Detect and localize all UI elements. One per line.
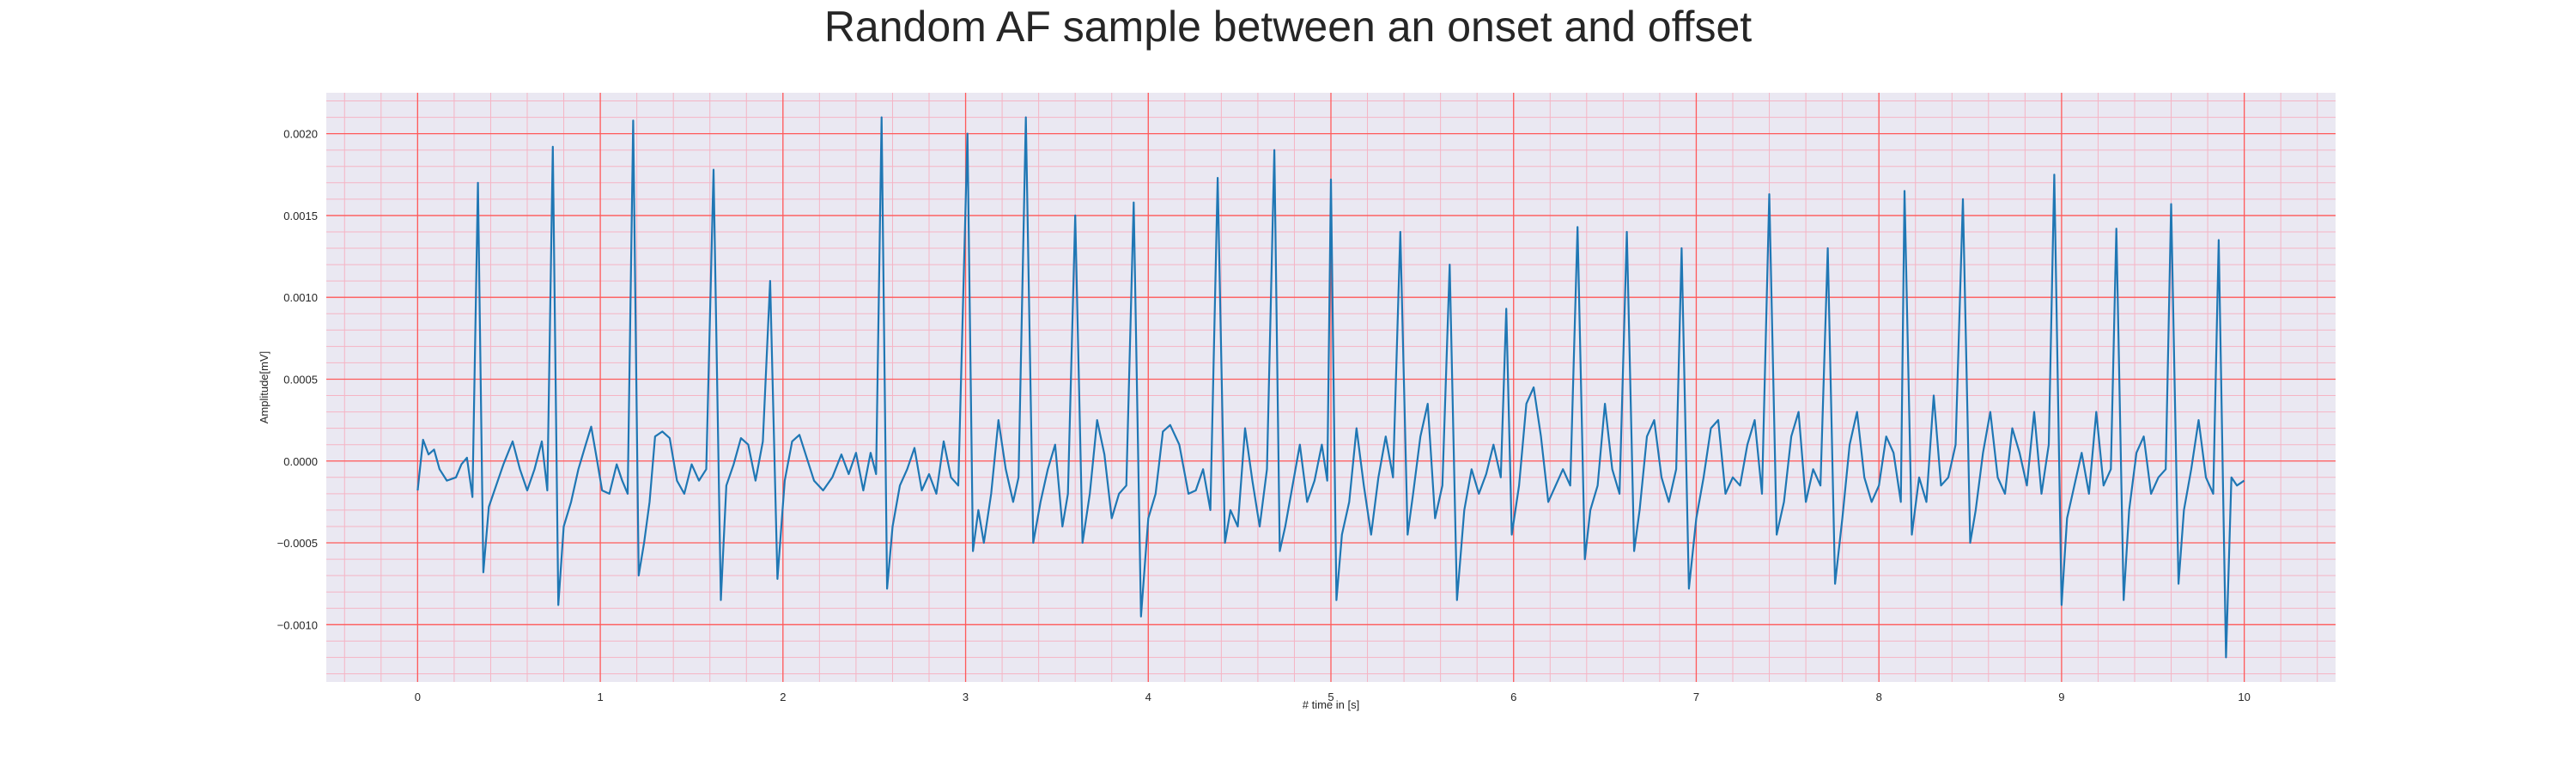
ecg-series-line [416, 116, 2245, 659]
y-tick-label: −0.0010 [277, 618, 318, 631]
y-tick-label: 0.0005 [283, 373, 318, 386]
x-tick-label: 9 [2058, 691, 2064, 703]
x-tick-label: 4 [1145, 691, 1151, 703]
y-tick-labels: 0.0020 0.0015 0.0010 0.0005 0.0000 −0.0005 −0.… [277, 128, 318, 632]
x-tick-labels: 0 1 2 3 4 5 6 7 8 9 10 [415, 691, 2251, 703]
x-tick-label: 1 [597, 691, 603, 703]
y-tick-label: 0.0020 [283, 128, 318, 141]
chart-title: Random AF sample between an onset and of… [823, 3, 1753, 51]
x-tick-label: 8 [1876, 691, 1882, 703]
y-tick-label: 0.0000 [283, 455, 318, 468]
x-tick-label: 3 [963, 691, 969, 703]
x-tick-label: 5 [1327, 691, 1334, 703]
x-tick-label: 2 [780, 691, 786, 703]
x-axis-label: # time in [s] [1303, 698, 1359, 711]
y-axis-label: Amplitude[mV] [258, 351, 270, 424]
x-tick-label: 0 [415, 691, 421, 703]
x-tick-label: 6 [1510, 691, 1516, 703]
y-tick-label: 0.0010 [283, 291, 318, 304]
x-tick-label: 7 [1693, 691, 1699, 703]
x-tick-label: 10 [2238, 691, 2250, 703]
y-tick-label: 0.0015 [283, 210, 318, 222]
y-tick-label: −0.0005 [277, 537, 318, 550]
series-layer [416, 116, 2245, 659]
